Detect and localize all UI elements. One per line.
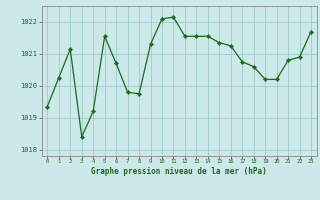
X-axis label: Graphe pression niveau de la mer (hPa): Graphe pression niveau de la mer (hPa)	[91, 167, 267, 176]
